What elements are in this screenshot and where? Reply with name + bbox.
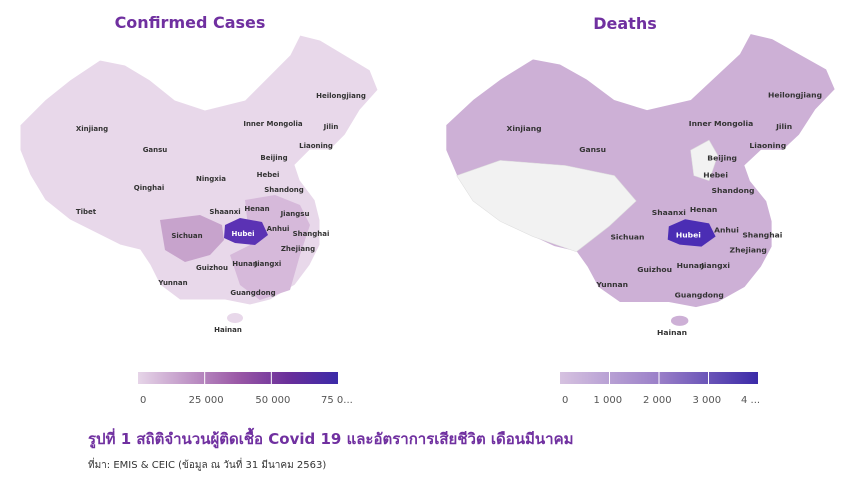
province-label: Guangdong [675, 291, 724, 300]
province-label: Anhui [714, 226, 739, 235]
hubei-shape [224, 218, 268, 245]
province-label: Jilin [775, 122, 792, 131]
province-label: Yunnan [157, 279, 187, 287]
province-label: Hebei [703, 171, 728, 180]
province-label: Shaanxi [209, 208, 240, 216]
province-label: Hainan [657, 328, 687, 337]
legend-tick-label: 2 000 [643, 395, 672, 406]
province-label: Sichuan [171, 232, 202, 240]
province-label: Heilongjiang [316, 92, 366, 100]
province-label: Ningxia [196, 175, 226, 183]
province-label: Shanghai [742, 231, 782, 240]
caption: รูปที่ 1 สถิติจำนวนผู้ติดเชื้อ Covid 19 … [88, 427, 574, 449]
province-label: Henan [244, 205, 269, 213]
source: ที่มา: EMIS & CEIC (ข้อมูล ณ วันที่ 31 ม… [88, 457, 326, 471]
legend-tick-label: 0 [140, 395, 146, 406]
map: Heilongjiang Xinjiang Inner Mongolia Jilin G… [19, 34, 379, 334]
province-label: Shandong [264, 186, 304, 194]
province-label: Heilongjiang [768, 91, 822, 100]
province-label: Zhejiang [730, 246, 767, 255]
province-label: Inner Mongolia [689, 119, 754, 128]
legend-tick-label: 0 [562, 395, 568, 406]
legend-tick-label: 50 000 [255, 395, 290, 406]
province-label: Hebei [257, 171, 280, 179]
province-label: Guizhou [637, 265, 672, 274]
province-label: Hubei [676, 231, 701, 240]
province-label: Shandong [711, 186, 754, 195]
province-label: Tibet [76, 208, 97, 216]
legend-scale [138, 372, 338, 384]
map-title: Deaths [593, 14, 657, 33]
province-label: Xinjiang [76, 125, 108, 133]
map-title: Confirmed Cases [115, 13, 266, 32]
province-label: Xinjiang [507, 124, 542, 133]
island-shape [670, 315, 689, 326]
legend-tick-label: 75 0... [321, 395, 353, 406]
map: Heilongjiang Xinjiang Inner Mongolia Jilin G… [445, 32, 836, 337]
province-label: Anhui [267, 225, 290, 233]
province-label: Hubei [232, 230, 255, 238]
province-label: Hainan [214, 326, 242, 334]
no-data-region [690, 139, 719, 182]
island-shape [227, 313, 243, 323]
province-label: Jiangxi [700, 261, 730, 270]
no-data-region [456, 160, 637, 253]
province-label: Jiangsu [280, 210, 310, 218]
province-label: Beijing [707, 154, 737, 163]
province-label: Shaanxi [652, 208, 686, 217]
province-label: Hunan [232, 260, 258, 268]
province-label: Sichuan [610, 233, 644, 242]
province-label: Liaoning [299, 142, 333, 150]
province-label: Yunnan [595, 280, 628, 289]
province-label: Jilin [323, 123, 339, 131]
hubei-shape [667, 219, 716, 247]
province-label: Shanghai [293, 230, 330, 238]
province-label: Hunan [677, 261, 705, 270]
province-label: Beijing [260, 154, 287, 162]
province-label: Henan [690, 205, 718, 214]
region-shape [160, 215, 224, 262]
legend-tick-label: 1 000 [594, 395, 623, 406]
province-label: Inner Mongolia [243, 120, 303, 128]
legend-tick-label: 4 ... [741, 395, 760, 406]
legend-tick-label: 3 000 [693, 395, 722, 406]
province-label: Zhejiang [281, 245, 315, 253]
province-label: Jiangxi [254, 260, 282, 268]
province-label: Gansu [579, 145, 606, 154]
province-label: Liaoning [749, 141, 786, 150]
province-label: Qinghai [134, 184, 164, 192]
province-label: Guangdong [230, 289, 275, 297]
province-label: Guizhou [196, 264, 228, 272]
province-label: Gansu [143, 146, 168, 154]
legend-tick-label: 25 000 [189, 395, 224, 406]
